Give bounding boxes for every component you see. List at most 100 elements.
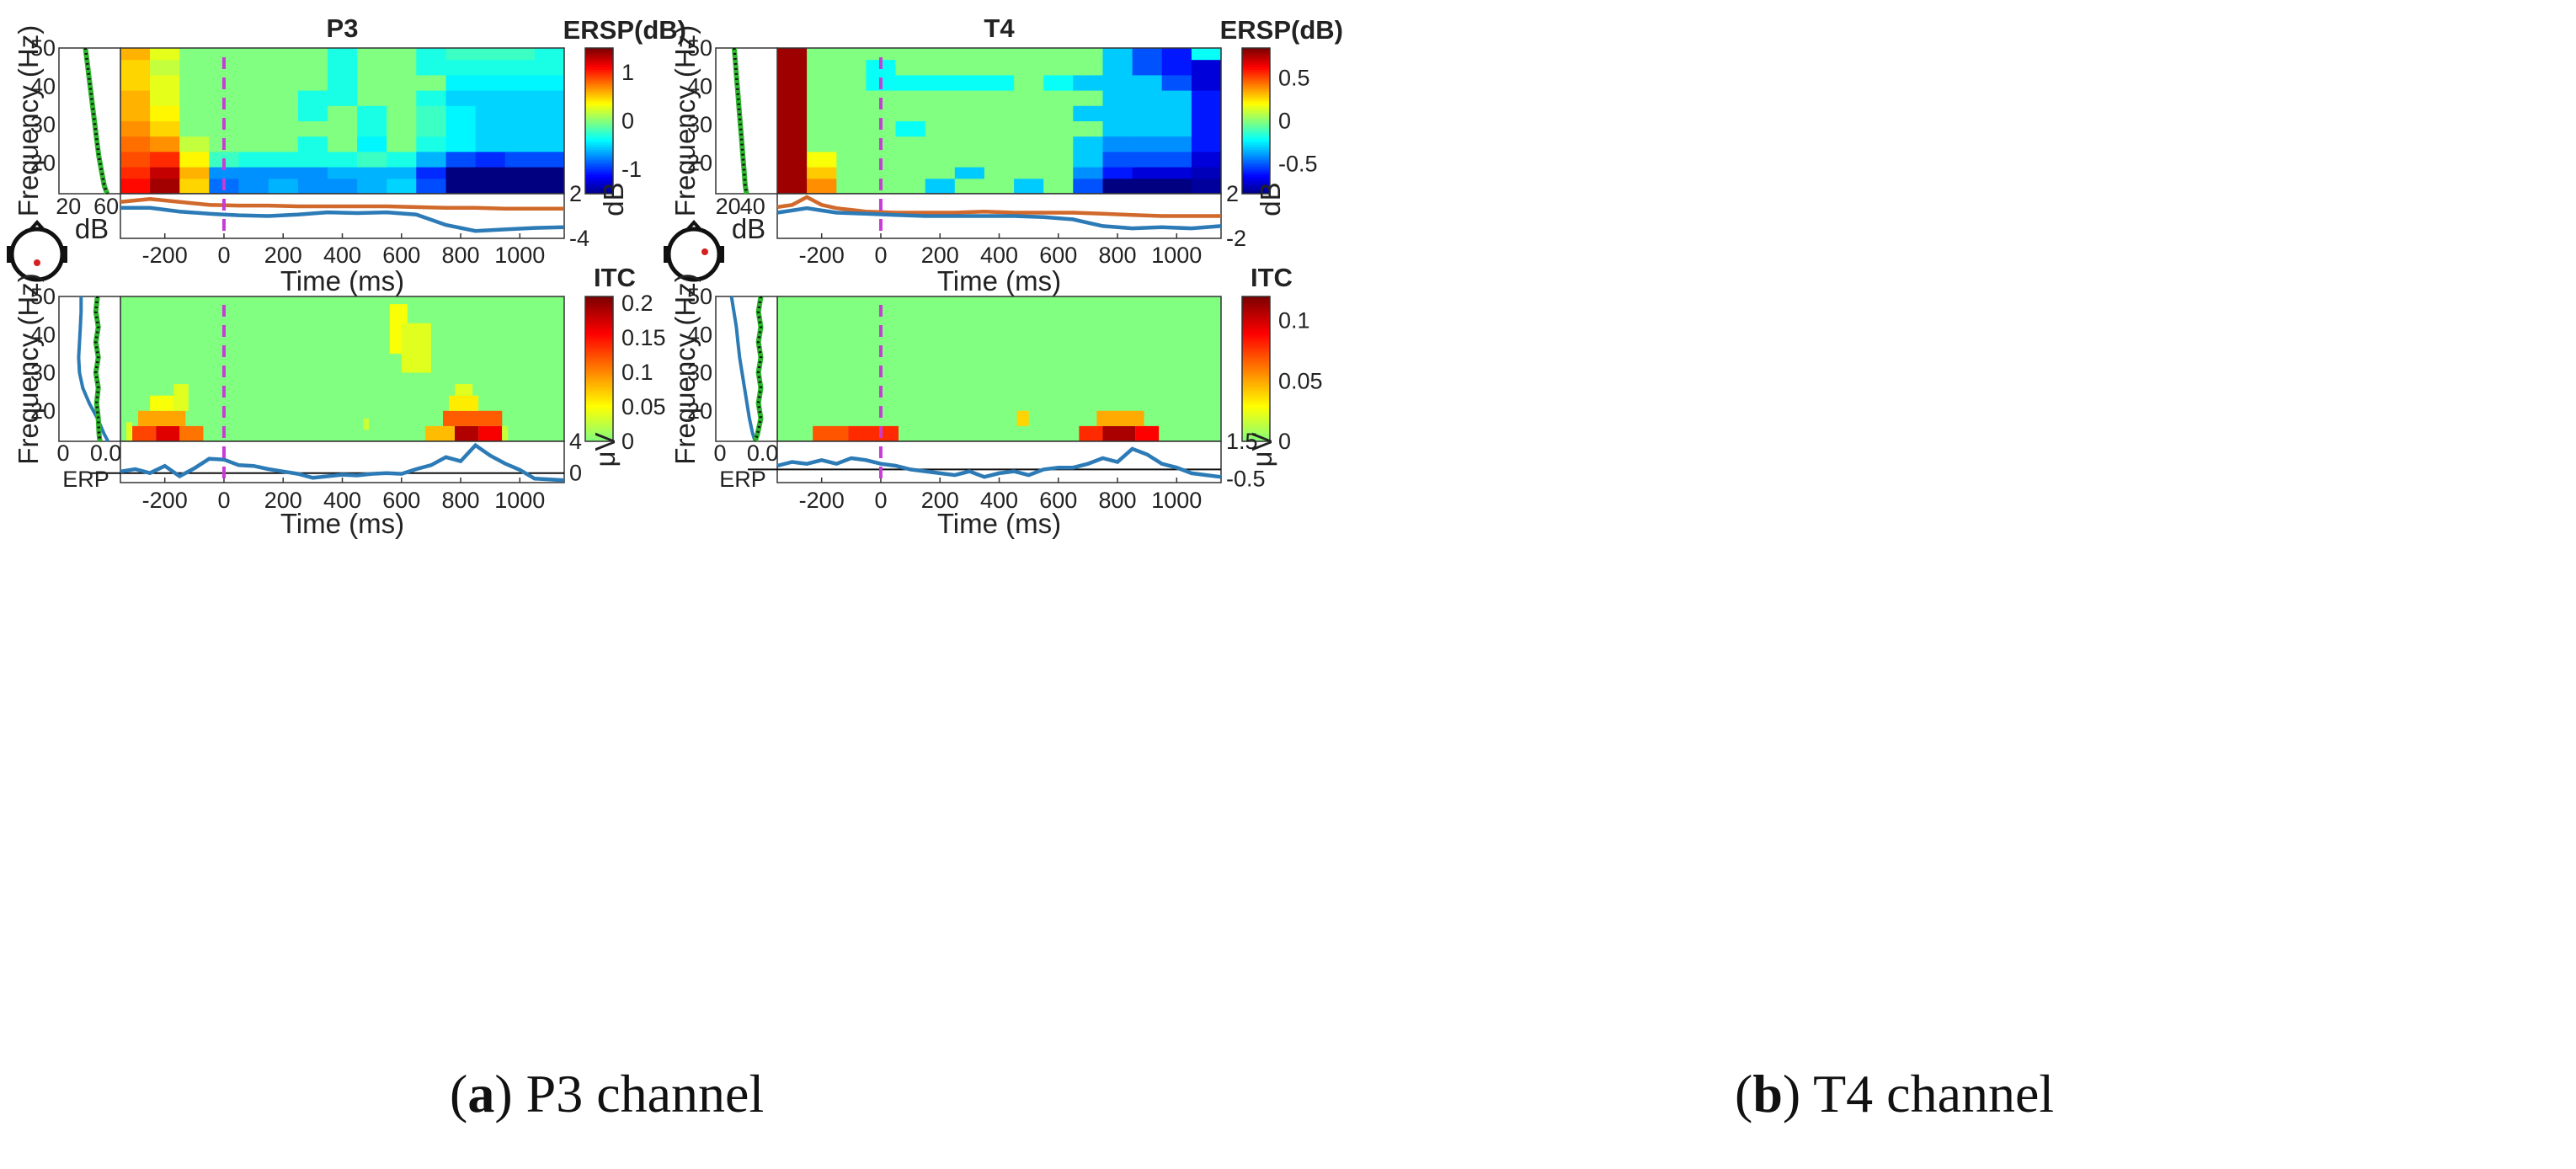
t4-itc-colorbar-seg — [1242, 376, 1270, 380]
t4-ersp-colorbar-seg — [1242, 96, 1270, 100]
p3-itc-colorbar-seg — [585, 347, 613, 350]
p3-itc-colorbar-seg — [585, 350, 613, 353]
p3-ersp-cell — [416, 59, 446, 76]
t4-itc-colorbar-seg — [1242, 315, 1270, 319]
t4-ersp-cell — [1043, 48, 1074, 61]
p3-band-xtick-3: 400 — [323, 243, 361, 268]
p3-ersp-cell — [297, 105, 328, 121]
p3-ersp-cell — [238, 136, 269, 152]
p3-ersp-ytick-3: 50 — [30, 35, 56, 61]
t4-erp-ylabel: μV — [1246, 432, 1277, 467]
t4-ersp-cell — [836, 59, 867, 76]
t4-title: T4 — [984, 13, 1015, 43]
p3-itc-blob — [173, 384, 189, 411]
t4-ersp-cell — [984, 90, 1015, 106]
p3-ersp-cell — [327, 74, 358, 91]
t4-itc-colorbar-seg — [1242, 296, 1270, 300]
p3-ersp-colorbar-seg — [585, 70, 613, 73]
p3-head-ear-right — [62, 246, 67, 263]
t4-ersp-cell — [925, 120, 956, 137]
t4-ersp-cell — [1073, 167, 1103, 179]
t4-ersp-cell — [1161, 120, 1192, 137]
t4-ersp-cbar-title: ERSP(dB) — [1220, 15, 1343, 45]
p3-itc-ylabel: Frequency (Hz) — [13, 273, 44, 464]
t4-ersp-cell — [1014, 48, 1044, 61]
p3-ersp-cell — [150, 48, 180, 61]
p3-ersp-cell — [297, 90, 328, 106]
p3-ersp-cell — [297, 167, 328, 179]
p3-itc-heatmap — [120, 296, 565, 442]
p3-itc-blob — [478, 425, 503, 441]
t4-ersp-ytick-3: 50 — [687, 35, 712, 61]
p3-ersp-cell — [150, 90, 180, 106]
t4-ersp-colorbar-seg — [1242, 99, 1270, 102]
p3-ersp-cell — [268, 90, 299, 106]
t4-itc-colorbar-seg — [1242, 371, 1270, 375]
p3-ersp-cell — [238, 105, 269, 121]
p3-itc-colorbar-seg — [585, 398, 613, 401]
t4-ersp-cell — [984, 178, 1015, 195]
t4-ersp-colorbar-seg — [1242, 52, 1270, 56]
t4-ersp-colorbar-seg — [1242, 132, 1270, 136]
t4-itc-cbar-tick-0: 0.1 — [1278, 308, 1310, 334]
p3-ersp-cell — [238, 90, 269, 106]
t4-ersp-colorbar-seg — [1242, 169, 1270, 173]
t4-ersp-cell — [807, 151, 837, 168]
p3-itc-colorbar-seg — [585, 387, 613, 392]
p3-ersp-cell — [179, 48, 210, 61]
p3-ersp-cell — [387, 48, 417, 61]
t4-itc-colorbar-seg — [1242, 351, 1270, 355]
p3-band-ytick-0: 2 — [569, 181, 582, 206]
t4-itc-blob — [1016, 410, 1029, 426]
t4-ersp-side-dots — [733, 47, 749, 195]
t4-head-db-label: dB — [732, 213, 765, 244]
t4-ersp-cell — [895, 90, 926, 106]
t4-itc-colorbar-seg — [1242, 306, 1270, 309]
t4-ersp-colorbar-seg — [1242, 111, 1270, 115]
t4-itc-ytick-1: 30 — [687, 360, 712, 386]
p3-ersp-ytick-0: 20 — [30, 151, 56, 176]
p3-ersp-cell — [445, 136, 477, 152]
t4-itc-colorbar-seg — [1242, 313, 1270, 317]
t4-ersp-side-tick-1: 40 — [740, 194, 765, 219]
p3-ersp-side-frame — [58, 47, 121, 195]
p3-ersp-cell — [357, 178, 387, 195]
t4-ersp-colorbar-seg — [1242, 167, 1270, 170]
t4-itc-colorbar-seg — [1242, 303, 1270, 307]
t4-ersp-cell — [1014, 151, 1044, 168]
t4-itc-colorbar-seg — [1242, 422, 1270, 425]
t4-ersp-colorbar-seg — [1242, 181, 1270, 185]
p3-ersp-colorbar-seg — [585, 186, 613, 189]
t4-ersp-colorbar-seg — [1242, 118, 1270, 122]
p3-itc-colorbar-frame — [584, 296, 614, 442]
p3-ersp-cell — [357, 167, 387, 179]
t4-erp-ytick-1: -0.5 — [1226, 467, 1266, 492]
t4-ersp-cell — [836, 105, 867, 121]
p3-ersp-colorbar-seg — [585, 55, 613, 59]
t4-ersp-colorbar-seg — [1242, 150, 1270, 153]
t4-itc-colorbar-seg — [1242, 359, 1270, 362]
t4-ersp-cell — [807, 105, 837, 121]
p3-itc-blob — [150, 395, 174, 411]
p3-band-xtick-6: 1000 — [494, 243, 545, 268]
p3-ersp-cell — [534, 120, 565, 137]
t4-itc-colorbar-seg — [1242, 369, 1270, 372]
p3-ersp-cell — [120, 105, 151, 121]
t4-ersp-cell — [925, 151, 956, 168]
p3-ersp-cell — [297, 151, 328, 168]
p3-ersp-cell — [327, 90, 358, 106]
t4-ersp-cell — [1132, 48, 1163, 61]
p3-ersp-cell — [268, 59, 299, 76]
t4-ersp-cell — [777, 136, 808, 152]
p3-itc-colorbar-seg — [585, 395, 613, 398]
t4-ersp-colorbar-seg — [1242, 142, 1270, 146]
t4-itc-heatmap — [776, 296, 1222, 442]
t4-ersp-cell — [984, 74, 1015, 91]
p3-itc-side-frame — [58, 296, 121, 442]
t4-ersp-cell — [836, 48, 867, 61]
t4-ersp-cell — [984, 120, 1015, 137]
t4-ersp-cell — [1073, 74, 1103, 91]
p3-ersp-colorbar-seg — [585, 113, 613, 117]
t4-itc-colorbar-seg — [1242, 383, 1270, 387]
